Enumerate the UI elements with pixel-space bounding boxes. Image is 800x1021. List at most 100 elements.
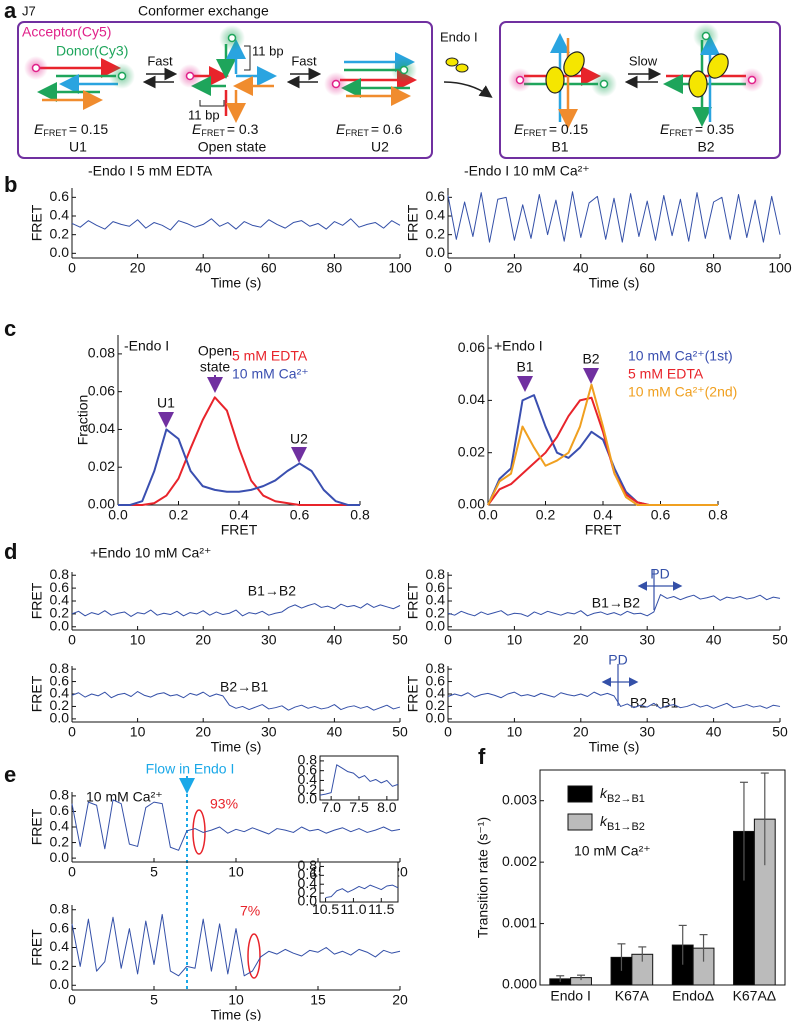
x-tick-label: 0.6 [290,507,310,523]
panel-label: a [4,0,17,23]
x-tick-label: 0.8 [708,507,728,523]
arrow-label: Slow [629,53,658,68]
y-tick-label: 0.6 [50,919,70,935]
enzyme-icon [445,57,469,73]
y-tick-label: 0.0 [50,976,70,992]
x-tick-label: 0.6 [651,507,671,523]
y-tick-label: 0.4 [50,685,70,701]
y-tick-label: 0.6 [50,188,70,204]
value: = 0.6 [371,121,403,137]
y-tick-label: 0.4 [426,592,446,608]
y-tick-label: 0.6 [426,579,446,595]
y-tick-label: 0.6 [426,188,446,204]
state-name: U2 [371,139,389,155]
subscript: FRET [523,128,547,138]
y-tick-label: 0.6 [50,579,70,595]
y-axis-label: FRET [405,204,421,241]
chart: 0.00.20.40.60.8 0 10 20 30 40 50 Time (s) FRET PD… [405,652,788,755]
y-tick-label: 0.2 [426,605,446,621]
subscript: FRET [43,128,67,138]
legend-subscript: B2→B1 [607,793,645,805]
chart-title: +Endo 10 mM Ca²⁺ [90,545,211,561]
chart: 0.00.20.40.60.8 0 10 20 30 40 50 Time (s) FRET B2… [29,660,408,755]
diagram-label: J7 [22,3,36,18]
x-tick-label: 30 [639,724,655,740]
efret-label: EFRET = 0.35 [660,121,734,139]
y-tick-label: 0.2 [50,225,70,241]
x-tick-label: 0.2 [169,507,189,523]
junction-u2 [324,52,417,106]
state-name: B1 [551,139,568,155]
y-tick-label: 0.8 [298,752,318,768]
x-tick-label: 10 [130,632,146,648]
panel-label: b [4,172,17,197]
junction-u1 [24,56,135,110]
annotation: Flow in Endo I [146,761,235,777]
x-tick-label: 30 [261,724,277,740]
legend-swatch [567,785,593,803]
y-axis-label: Fraction [75,395,91,446]
x-tick-label: 20 [195,632,211,648]
annotation: 10 mM Ca²⁺ [574,843,651,859]
symbol: E [514,121,524,137]
chart: 0.00 0.02 0.04 0.06 0.0 0.2 0.4 0.6 0.8 FRET +Endo… [458,335,737,538]
x-tick-label: 30 [261,632,277,648]
y-tick-label: 0.6 [50,672,70,688]
y-tick-label: 0.8 [50,660,70,676]
y-tick-label: 0.0 [426,617,446,633]
value: = 0.35 [695,121,735,137]
annotation: 93% [210,796,238,812]
y-tick-label: 0.00 [458,496,485,512]
series-line [71,603,401,617]
series-line [487,396,718,506]
state-name: U1 [69,139,87,155]
y-tick-label: 0.2 [50,833,70,849]
x-tick-label: 30 [639,632,655,648]
legend-entry: 5 mM EDTA [232,348,308,364]
x-tick-label: 50 [392,724,408,740]
x-tick-label: 7.0 [321,799,341,815]
x-tick-label: 0.0 [478,507,498,523]
y-tick-label: 0.2 [50,605,70,621]
annotation: B1→B2 [592,595,640,611]
annotation: PD [650,566,669,582]
y-tick-label: 0.0 [298,791,318,807]
y-tick-label: 0.0 [298,893,318,909]
x-tick-label: 100 [768,260,792,276]
x-tick-label: 50 [772,724,788,740]
chart-title: -Endo I 10 mM Ca²⁺ [464,163,590,179]
chart: 0.000 0.001 0.002 0.003 Transition rate (s⁻¹… [475,769,786,1004]
chart: 0.00.20.40.60.8 10.5 11.0 11.5 [298,857,399,917]
box [17,21,433,159]
x-tick-label: 0.4 [593,507,613,523]
y-axis-label: FRET [405,675,421,712]
x-tick-label: 20 [507,260,523,276]
series-line [319,764,399,796]
x-tick-label: 0.2 [536,507,556,523]
efret-label: EFRET = 0.3 [192,121,259,139]
x-tick-label: 0 [68,632,76,648]
x-tick-label: 40 [327,724,343,740]
donor-label: Donor(Cy3) [56,43,128,59]
x-tick-label: 0.0 [108,507,128,523]
symbol: E [34,121,44,137]
x-tick-label: 40 [706,632,722,648]
y-tick-label: 0.2 [426,697,446,713]
x-tick-label: 0 [68,724,76,740]
value: = 0.3 [227,121,259,137]
legend-entry: 10 mM Ca²⁺(1st) [628,348,733,364]
x-tick-label: 15 [310,992,326,1008]
y-tick-label: 0.0 [50,244,70,260]
value: = 0.15 [549,121,589,137]
plot-frame [539,769,786,986]
x-tick-label: 0.8 [350,507,370,523]
panel-label: c [4,316,16,341]
symbol: E [192,121,202,137]
x-tick-label: 10.5 [312,901,339,917]
series-line [71,218,401,231]
annotation: Open [198,343,232,359]
x-tick-label: 10 [228,864,244,880]
y-tick-label: 0.6 [50,802,70,818]
y-tick-label: 0.6 [298,761,318,777]
